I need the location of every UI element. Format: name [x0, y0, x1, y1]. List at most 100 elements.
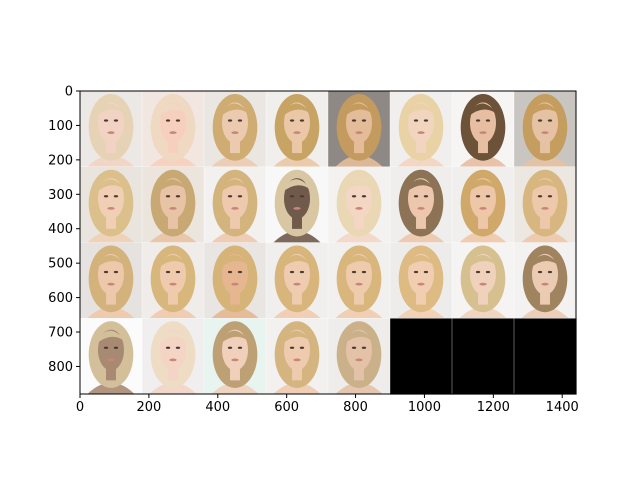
x-tick-label: 600 [274, 400, 299, 415]
face [159, 329, 187, 371]
neck [168, 136, 178, 154]
portrait-tile [514, 166, 576, 243]
right-eye [547, 119, 553, 122]
neck [354, 363, 364, 381]
portrait-tile [204, 166, 266, 243]
hair-fringe [344, 179, 375, 193]
right-eye [175, 119, 181, 122]
left-eye [103, 119, 109, 122]
hair-fringe [282, 179, 313, 193]
right-eye [423, 119, 429, 122]
portrait-tile [452, 91, 514, 167]
x-tick-label: 0 [76, 400, 84, 415]
y-tick-label: 0 [65, 85, 73, 100]
lips [293, 207, 301, 210]
right-eye [113, 195, 119, 198]
portrait-tile [390, 166, 452, 243]
face [221, 329, 249, 371]
face [159, 178, 187, 220]
portrait-tile [452, 242, 514, 319]
x-tick-label: 400 [205, 400, 230, 415]
face [531, 102, 559, 144]
right-eye [485, 270, 491, 274]
right-eye [547, 195, 553, 198]
left-eye [413, 195, 419, 198]
right-eye [113, 346, 119, 349]
hair-fringe [220, 179, 251, 193]
face [345, 102, 373, 144]
left-eye [227, 119, 233, 122]
left-eye [537, 270, 543, 274]
shoulders [521, 231, 569, 243]
left-eye [351, 270, 357, 274]
hair-fringe [220, 103, 251, 117]
left-eye [351, 119, 357, 122]
y-tick-label: 700 [48, 326, 73, 341]
lips [231, 131, 239, 135]
neck [106, 212, 116, 229]
left-eye [165, 346, 171, 349]
portrait-tile [514, 242, 576, 319]
shoulders [397, 231, 445, 243]
face [531, 178, 559, 220]
empty-tile [452, 318, 515, 395]
hair-fringe [530, 103, 561, 117]
neck [416, 212, 426, 229]
lips [293, 358, 301, 362]
hair-fringe [282, 103, 313, 117]
neck [230, 363, 240, 381]
right-eye [423, 270, 429, 274]
portrait-tile [80, 318, 142, 394]
face [469, 102, 497, 144]
shoulders [211, 155, 259, 167]
portrait-tile [204, 242, 266, 319]
shoulders [521, 155, 569, 167]
face [97, 102, 125, 144]
neck [292, 136, 302, 154]
lips [107, 358, 115, 362]
face [283, 102, 311, 144]
left-eye [413, 119, 419, 122]
face [221, 178, 249, 220]
right-eye [237, 346, 243, 349]
neck [106, 287, 116, 305]
lips [169, 131, 177, 135]
portrait-tile [204, 318, 266, 394]
face [159, 253, 187, 295]
lips [355, 282, 363, 286]
portrait-tile [142, 91, 204, 167]
portrait-tile [142, 166, 204, 243]
lips [231, 358, 239, 362]
face [221, 253, 249, 295]
neck [478, 287, 488, 305]
hair-fringe [406, 103, 437, 117]
hair-fringe [96, 179, 127, 193]
y-tick-label: 800 [48, 360, 73, 375]
shoulders [459, 155, 507, 167]
y-tick-label: 100 [48, 119, 73, 134]
portrait-tile [390, 91, 452, 167]
left-eye [289, 119, 295, 122]
lips [355, 207, 363, 210]
shoulders [211, 382, 259, 394]
neck [540, 287, 550, 305]
face [159, 102, 187, 144]
left-eye [103, 270, 109, 274]
portrait-tile [328, 242, 390, 319]
face [221, 102, 249, 144]
right-eye [361, 270, 367, 274]
portrait-tile [80, 242, 142, 319]
neck [230, 136, 240, 154]
neck [354, 136, 364, 154]
right-eye [361, 195, 367, 198]
left-eye [227, 346, 233, 349]
shoulders [149, 382, 197, 394]
neck [416, 287, 426, 305]
right-eye [299, 346, 305, 349]
hair-fringe [530, 179, 561, 193]
lips [293, 131, 301, 135]
portrait-tile [142, 318, 204, 394]
left-eye [351, 195, 357, 198]
left-eye [103, 195, 109, 198]
